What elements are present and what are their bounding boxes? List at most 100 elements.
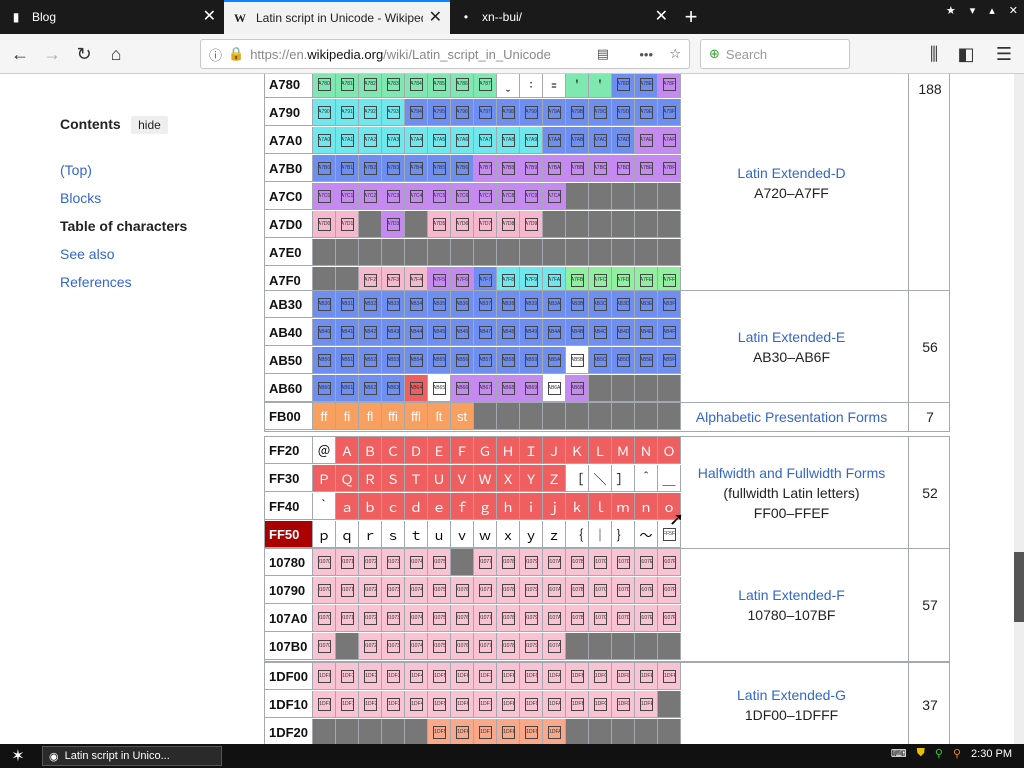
back-button[interactable]: ← [11, 43, 29, 64]
toc-item-references[interactable]: References [60, 274, 132, 290]
start-menu-icon[interactable]: ✶ [11, 748, 25, 765]
character-cell[interactable]: AB67 [474, 375, 497, 402]
character-cell[interactable]: A7BA [543, 155, 566, 182]
character-cell[interactable]: 01DF2 [359, 691, 382, 718]
character-cell[interactable]: AB44 [405, 319, 428, 346]
character-cell[interactable]: ｋ [566, 493, 589, 520]
character-cell[interactable]: 01DF9 [520, 663, 543, 690]
character-cell[interactable]: 01073 [382, 577, 405, 604]
character-cell[interactable]: AB4C [589, 319, 612, 346]
character-cell[interactable]: ｔ [405, 521, 428, 548]
character-cell[interactable] [405, 239, 428, 266]
character-cell[interactable]: ｜ [589, 521, 612, 548]
character-cell[interactable]: A7BF [658, 155, 681, 182]
character-cell[interactable]: 01071 [336, 549, 359, 576]
tab-blog[interactable]: ▮ Blog ✕ [0, 0, 224, 34]
character-cell[interactable]: 01DF2 [359, 663, 382, 690]
character-cell[interactable]: AB3A [543, 291, 566, 318]
character-cell[interactable]: 0107C [589, 577, 612, 604]
character-cell[interactable]: 01DFD [612, 663, 635, 690]
character-cell[interactable]: 01DF6 [451, 663, 474, 690]
character-cell[interactable]: ＠ [313, 437, 336, 464]
character-cell[interactable]: ｄ [405, 493, 428, 520]
character-cell[interactable]: Ｃ [382, 437, 405, 464]
toc-item-blocks[interactable]: Blocks [60, 190, 102, 206]
character-cell[interactable] [336, 633, 359, 660]
character-cell[interactable]: A7A0 [313, 127, 336, 154]
character-cell[interactable]: 01072 [359, 605, 382, 632]
character-cell[interactable]: ſt [428, 403, 451, 430]
character-cell[interactable]: 01DF7 [474, 663, 497, 690]
character-cell[interactable]: A799 [520, 99, 543, 126]
character-cell[interactable]: 01078 [497, 633, 520, 660]
character-cell[interactable]: A79D [612, 99, 635, 126]
character-cell[interactable]: A79B [566, 99, 589, 126]
character-cell[interactable]: A7B4 [405, 155, 428, 182]
character-cell[interactable]: 0107A [543, 605, 566, 632]
character-cell[interactable]: AB42 [359, 319, 382, 346]
character-cell[interactable]: 01072 [359, 633, 382, 660]
reload-button[interactable]: ↻ [76, 43, 92, 64]
character-cell[interactable]: 01075 [428, 549, 451, 576]
character-cell[interactable]: ｆ [451, 493, 474, 520]
character-cell[interactable] [428, 239, 451, 266]
character-cell[interactable]: ｛ [566, 521, 589, 548]
home-button[interactable]: ⌂ [110, 43, 122, 64]
character-cell[interactable]: A7D9 [520, 211, 543, 238]
character-cell[interactable]: AB5F [658, 347, 681, 374]
character-cell[interactable]: A78D [612, 74, 635, 98]
character-cell[interactable]: AB43 [382, 319, 405, 346]
character-cell[interactable]: A781 [336, 74, 359, 98]
character-cell[interactable]: 01DFA [543, 691, 566, 718]
character-cell[interactable]: Ｉ [520, 437, 543, 464]
character-cell[interactable]: ｐ [313, 521, 336, 548]
character-cell[interactable]: Ｐ [313, 465, 336, 492]
character-cell[interactable]: 01073 [382, 633, 405, 660]
character-cell[interactable]: A7A3 [382, 127, 405, 154]
character-cell[interactable]: Ｒ [359, 465, 382, 492]
character-cell[interactable]: Ｈ [497, 437, 520, 464]
character-cell[interactable]: 01DF6 [451, 691, 474, 718]
character-cell[interactable] [474, 239, 497, 266]
character-cell[interactable]: 01075 [428, 633, 451, 660]
character-cell[interactable] [359, 719, 382, 744]
minimize-icon[interactable]: ▾ [969, 5, 976, 17]
character-cell[interactable] [589, 633, 612, 660]
keyboard-icon[interactable]: ⌨ [890, 748, 907, 760]
character-cell[interactable] [589, 239, 612, 266]
character-cell[interactable]: ｝ [612, 521, 635, 548]
character-cell[interactable]: AB60 [313, 375, 336, 402]
character-cell[interactable]: AB5C [589, 347, 612, 374]
character-cell[interactable]: A7F3 [382, 267, 405, 294]
character-cell[interactable]: Ｕ [428, 465, 451, 492]
character-cell[interactable]: AB4F [658, 319, 681, 346]
character-cell[interactable]: A795 [428, 99, 451, 126]
character-cell[interactable]: ［ [566, 465, 589, 492]
character-cell[interactable] [635, 403, 658, 430]
character-cell[interactable]: Ｇ [474, 437, 497, 464]
close-icon[interactable]: ✕ [428, 9, 442, 26]
character-cell[interactable]: ｉ [520, 493, 543, 520]
character-cell[interactable] [635, 239, 658, 266]
character-cell[interactable]: A7C1 [336, 183, 359, 210]
block-name-link[interactable]: Latin Extended-E [737, 329, 846, 345]
toc-item-top[interactable]: (Top) [60, 162, 92, 178]
character-cell[interactable]: A7D3 [382, 211, 405, 238]
character-cell[interactable]: 0107F [658, 605, 681, 632]
character-cell[interactable]: A7C6 [451, 183, 474, 210]
character-cell[interactable]: 01071 [336, 577, 359, 604]
close-icon[interactable]: ✕ [202, 8, 216, 25]
character-cell[interactable]: 01DF3 [382, 691, 405, 718]
menu-icon[interactable]: ☰ [995, 43, 1013, 64]
character-cell[interactable]: AB35 [428, 291, 451, 318]
character-cell[interactable] [566, 239, 589, 266]
character-cell[interactable] [474, 403, 497, 430]
tab-wikipedia[interactable]: W Latin script in Unicode - Wikipedia ✕ [224, 0, 450, 34]
character-cell[interactable]: Ｂ [359, 437, 382, 464]
character-cell[interactable]: 0107F [658, 549, 681, 576]
character-cell[interactable]: ｏ [658, 493, 681, 520]
character-cell[interactable]: A7AF [658, 127, 681, 154]
character-cell[interactable]: AB61 [336, 375, 359, 402]
character-cell[interactable]: AB58 [497, 347, 520, 374]
character-cell[interactable]: 01DF9 [520, 719, 543, 744]
